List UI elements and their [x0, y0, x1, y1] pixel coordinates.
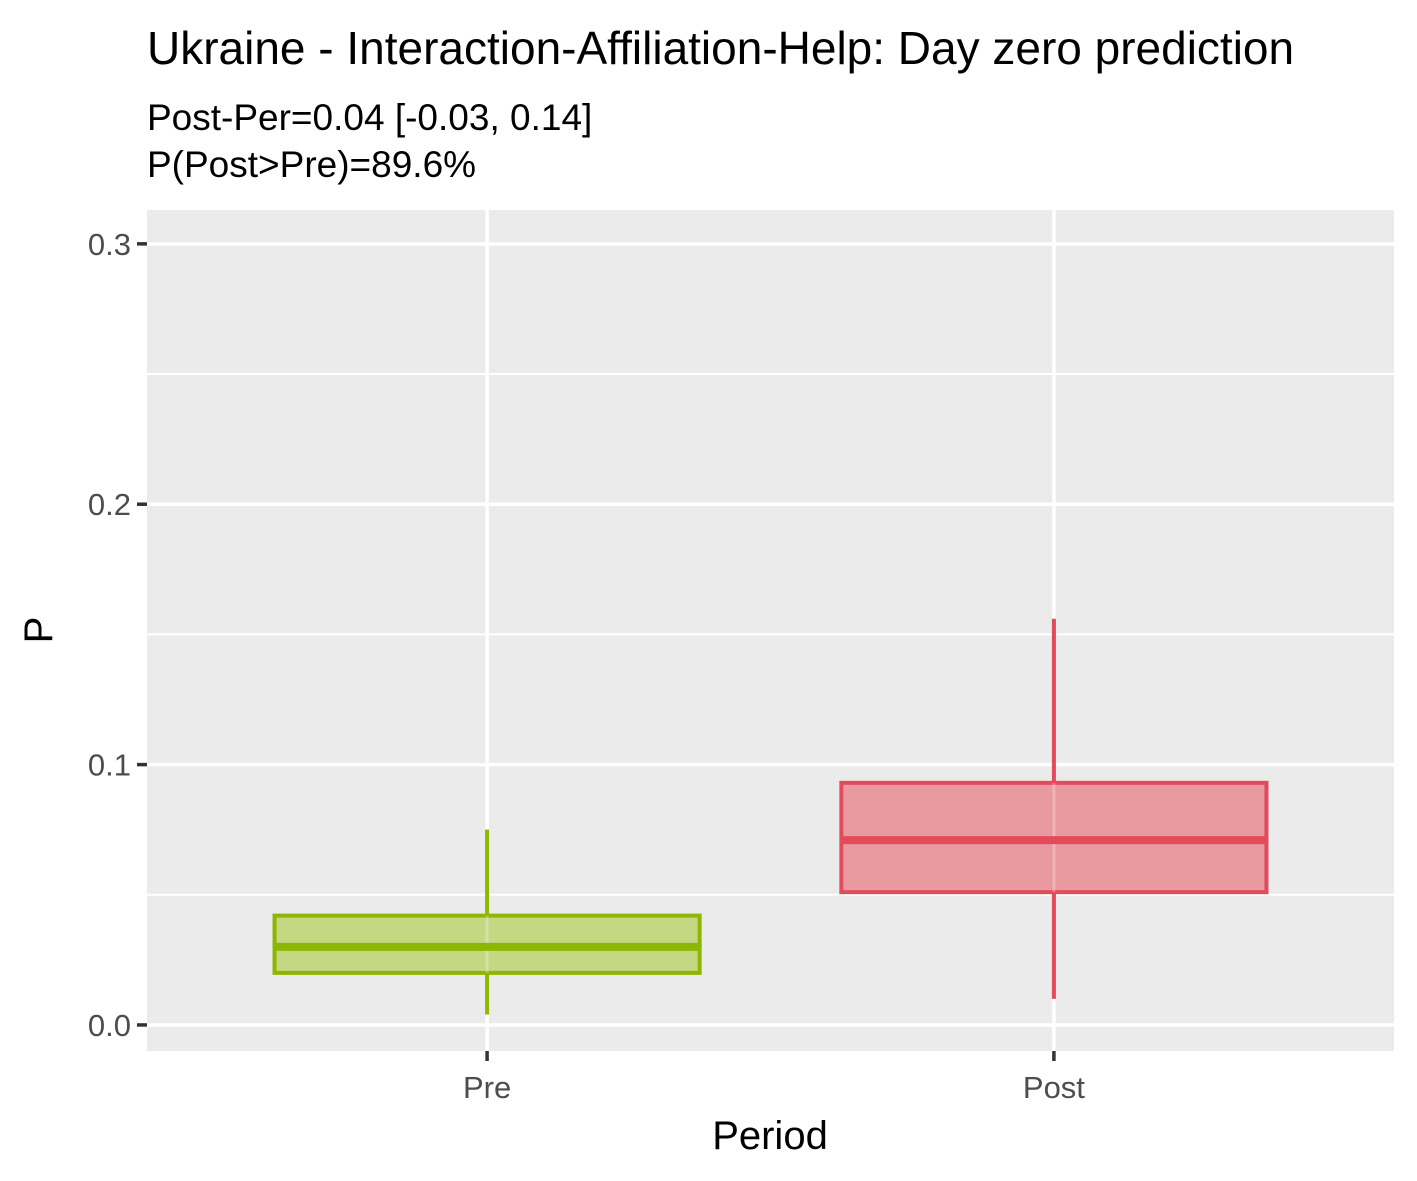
- y-tick-label: 0.2: [88, 487, 131, 522]
- grid-minor: [147, 373, 1394, 896]
- y-tick-label: 0.0: [88, 1008, 131, 1043]
- x-tick-label: Pre: [463, 1070, 511, 1105]
- chart-subtitle-line-2: P(Post>Pre)=89.6%: [147, 144, 476, 185]
- x-axis-title: Period: [712, 1114, 828, 1158]
- boxplot-pre: [272, 829, 702, 1015]
- x-axis: Pre Post: [463, 1051, 1085, 1105]
- y-axis: 0.0 0.1 0.2 0.3: [88, 227, 147, 1043]
- plot-panel: [147, 210, 1394, 1051]
- y-tick-label: 0.3: [88, 227, 131, 262]
- chart-title: Ukraine - Interaction-Affiliation-Help: …: [147, 22, 1294, 74]
- y-tick-label: 0.1: [88, 748, 131, 783]
- x-tick-label: Post: [1023, 1070, 1085, 1105]
- boxplot-post: [839, 618, 1269, 999]
- chart-subtitle-line-1: Post-Per=0.04 [-0.03, 0.14]: [147, 97, 592, 138]
- boxplots: [272, 618, 1269, 1015]
- y-axis-title: P: [17, 617, 61, 644]
